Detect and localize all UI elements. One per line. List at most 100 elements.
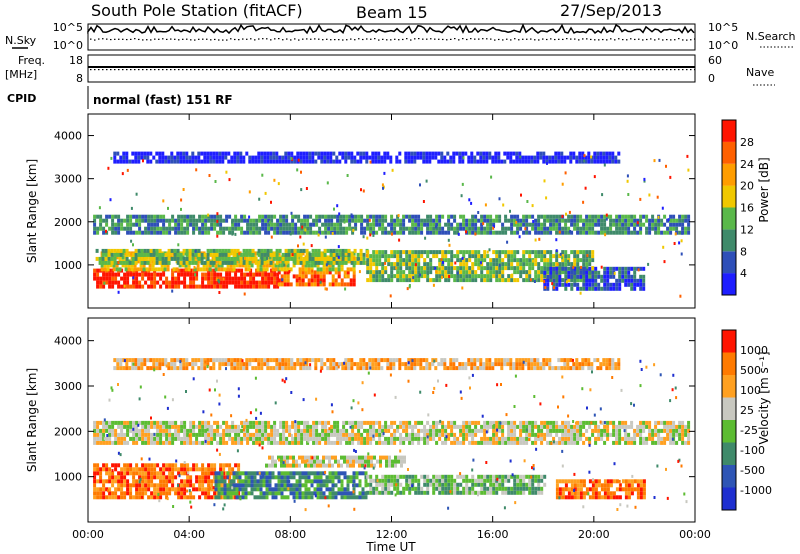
heatmap-cell — [594, 214, 598, 219]
heatmap-cell — [231, 428, 235, 433]
heatmap-cell — [234, 432, 238, 437]
heatmap-cell — [379, 459, 382, 464]
heatmap-cell — [320, 252, 324, 257]
nave-point — [118, 69, 120, 71]
heatmap-cell — [459, 490, 463, 495]
heatmap-cell — [234, 428, 238, 433]
heatmap-cell — [150, 222, 154, 227]
heatmap-cell — [328, 471, 332, 476]
heatmap-cell — [334, 471, 338, 476]
heatmap-cell — [329, 155, 333, 160]
heatmap-cell — [322, 263, 326, 268]
heatmap-cell — [323, 159, 327, 164]
heatmap-cell — [322, 282, 326, 287]
heatmap-cell — [520, 193, 522, 197]
heatmap-cell — [651, 218, 655, 223]
heatmap-cell — [285, 424, 289, 429]
heatmap-cell — [621, 222, 625, 227]
heatmap-cell — [111, 471, 115, 476]
heatmap-cell — [591, 270, 595, 275]
heatmap-cell — [241, 479, 245, 484]
heatmap-cell — [519, 486, 523, 491]
heatmap-cell — [462, 262, 466, 267]
heatmap-cell — [222, 428, 226, 433]
heatmap-cell — [177, 218, 181, 223]
heatmap-cell — [301, 251, 305, 256]
heatmap-cell — [576, 274, 580, 279]
noise-search-point — [358, 38, 360, 40]
heatmap-cell — [269, 151, 273, 156]
heatmap-cell — [372, 230, 376, 235]
heatmap-cell — [270, 280, 274, 285]
heatmap-cell — [180, 483, 184, 488]
nave-point — [622, 69, 624, 71]
heatmap-cell — [132, 495, 136, 500]
heatmap-cell — [254, 159, 258, 164]
heatmap-cell — [471, 270, 475, 275]
heatmap-cell — [241, 483, 245, 488]
heatmap-cell — [132, 424, 136, 429]
noise-search-point — [206, 38, 208, 40]
heatmap-cell — [344, 260, 348, 265]
heatmap-cell — [96, 268, 100, 273]
heatmap-cell — [444, 258, 448, 263]
heatmap-cell — [156, 487, 160, 492]
heatmap-cell — [552, 282, 556, 287]
heatmap-cell — [444, 486, 448, 491]
heatmap-cell — [150, 424, 154, 429]
heatmap-cell — [217, 475, 221, 480]
heatmap-cell — [171, 280, 175, 285]
heatmap-cell — [204, 276, 208, 281]
heatmap-cell — [582, 266, 586, 271]
heatmap-cell — [99, 284, 103, 289]
heatmap-cell — [93, 218, 97, 223]
heatmap-cell — [352, 471, 356, 476]
heatmap-cell — [225, 280, 229, 285]
heatmap-cell — [438, 270, 442, 275]
heatmap-cell — [297, 244, 299, 248]
heatmap-cell — [279, 218, 283, 223]
heatmap-cell — [408, 251, 411, 254]
heatmap-cell — [277, 259, 281, 264]
heatmap-cell — [564, 479, 568, 484]
heatmap-cell — [132, 420, 136, 425]
noise-search-point — [370, 38, 372, 40]
heatmap-cell — [280, 455, 283, 460]
heatmap-cell — [105, 479, 109, 484]
heatmap-cell — [164, 159, 168, 164]
heatmap-cell — [201, 479, 205, 484]
heatmap-cell — [171, 272, 175, 277]
heatmap-cell — [438, 278, 442, 283]
heatmap-cell — [588, 270, 592, 275]
heatmap-cell — [276, 432, 280, 437]
heatmap-cell — [367, 459, 370, 464]
heatmap-cell — [375, 258, 379, 263]
heatmap-cell — [299, 159, 303, 164]
heatmap-cell — [224, 256, 228, 261]
heatmap-cell — [427, 272, 429, 275]
heatmap-cell — [349, 278, 353, 283]
heatmap-cell — [584, 159, 588, 164]
heatmap-cell — [597, 230, 601, 235]
heatmap-cell — [603, 495, 607, 500]
heatmap-cell — [132, 467, 136, 472]
heatmap-cell — [177, 276, 181, 281]
heatmap-cell — [417, 270, 421, 275]
heatmap-cell — [524, 227, 527, 231]
heatmap-cell — [579, 218, 583, 223]
heatmap-cell — [584, 155, 588, 160]
heatmap-cell — [177, 467, 181, 472]
heatmap-cell — [149, 151, 153, 156]
heatmap-cell — [543, 474, 547, 479]
heatmap-cell — [293, 155, 297, 160]
heatmap-cell — [99, 491, 103, 496]
heatmap-cell — [501, 226, 505, 231]
heatmap-cell — [168, 226, 172, 231]
heatmap-cell — [129, 284, 133, 289]
heatmap-cell — [444, 222, 448, 227]
heatmap-cell — [639, 266, 643, 271]
heatmap-cell — [390, 250, 394, 255]
heatmap-cell — [241, 263, 245, 268]
heatmap-cell — [471, 214, 475, 219]
heatmap-cell — [549, 250, 553, 255]
